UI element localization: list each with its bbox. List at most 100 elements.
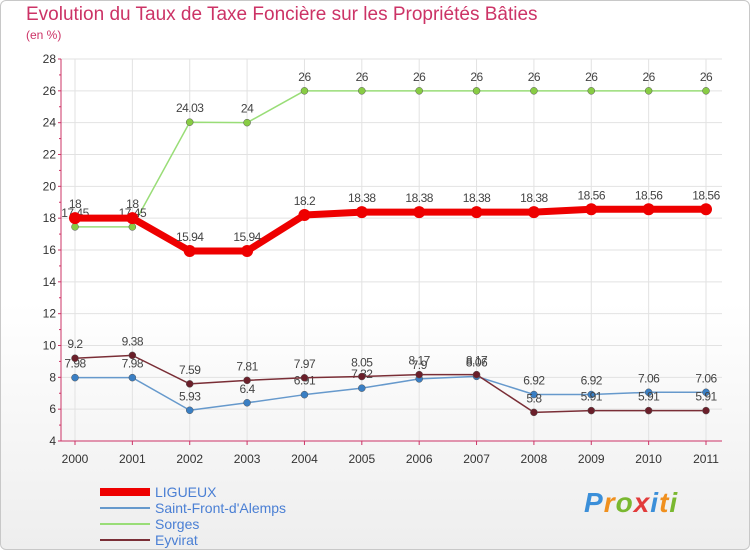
logo-letter: t <box>659 487 670 518</box>
data-point <box>126 212 139 225</box>
data-point <box>587 406 596 415</box>
data-point <box>185 118 194 126</box>
data-point <box>241 244 254 257</box>
data-point <box>71 354 79 362</box>
data-label: 5.93 <box>179 389 201 403</box>
data-label: 15.94 <box>176 230 204 244</box>
data-point <box>415 87 423 95</box>
data-label: 7.59 <box>179 363 201 377</box>
legend-swatch-sorges <box>100 523 150 525</box>
data-point <box>415 370 423 379</box>
data-label: 7.98 <box>64 357 86 371</box>
data-point <box>300 374 309 382</box>
legend-label-eyvirat: Eyvirat <box>155 532 198 548</box>
data-point <box>128 351 137 360</box>
data-label: 26 <box>413 70 426 84</box>
data-point <box>298 208 311 221</box>
y-tick-label: 16 <box>43 243 57 257</box>
data-label: 8.17 <box>466 354 488 368</box>
data-label: 9.38 <box>122 334 144 348</box>
data-label: 5.8 <box>526 391 542 405</box>
data-point <box>69 212 81 225</box>
x-tick-label: 2004 <box>291 452 318 466</box>
data-point <box>530 408 538 417</box>
data-point <box>700 203 712 216</box>
data-label: 18.56 <box>578 188 606 202</box>
data-label: 5.91 <box>638 390 660 404</box>
data-label: 18.56 <box>692 188 720 202</box>
data-label: 6.92 <box>581 374 603 388</box>
logo-letter: i <box>669 487 679 518</box>
data-label: 6.92 <box>523 374 545 388</box>
y-tick-label: 20 <box>43 179 57 193</box>
data-label: 24.03 <box>176 101 204 115</box>
logo-letter: P <box>584 487 604 518</box>
y-tick-label: 4 <box>49 434 56 448</box>
legend-swatch-eyvirat <box>100 539 150 541</box>
data-label: 26 <box>585 70 598 84</box>
data-label: 7.98 <box>122 357 144 371</box>
data-label: 26 <box>356 70 369 84</box>
data-label: 26 <box>642 70 655 84</box>
line-chart: 4 6 8 10 12 14 16 18 20 22 24 26 28 2000 2001 2002 2003 2… <box>43 52 722 466</box>
data-label: 18.38 <box>463 191 491 205</box>
data-label: 18.56 <box>635 188 663 202</box>
data-point <box>644 388 653 397</box>
y-tick-label: 22 <box>43 148 57 162</box>
data-point <box>300 390 309 399</box>
data-label: 26 <box>470 70 483 84</box>
data-label: 7.81 <box>236 359 258 373</box>
x-tick-label: 2007 <box>463 452 490 466</box>
logo-letter: o <box>615 487 634 518</box>
data-point <box>243 399 251 407</box>
data-label: 8.06 <box>466 355 488 369</box>
data-label: 15.94 <box>233 230 261 244</box>
data-point <box>587 87 596 95</box>
legend-swatch-saint-front <box>100 507 150 509</box>
legend-label-sorges: Sorges <box>155 516 200 532</box>
legend-label-ligueux: LIGUEUX <box>155 484 217 500</box>
data-point <box>587 390 596 399</box>
data-point <box>185 380 194 388</box>
y-tick-label: 8 <box>49 370 56 384</box>
data-label: 18.2 <box>294 194 316 208</box>
data-point <box>358 87 366 95</box>
data-label: 7.9 <box>412 358 428 372</box>
data-point <box>128 223 137 231</box>
y-tick-label: 28 <box>43 52 57 66</box>
data-point <box>702 388 710 397</box>
data-label: 26 <box>700 70 713 84</box>
y-tick-label: 10 <box>43 339 57 353</box>
data-label: 18.38 <box>405 191 433 205</box>
data-point <box>472 370 481 379</box>
y-tick-label: 6 <box>49 402 56 416</box>
x-tick-label: 2001 <box>119 452 146 466</box>
data-point <box>585 203 598 216</box>
x-tick-label: 2009 <box>578 452 605 466</box>
data-label: 18 <box>69 197 82 211</box>
logo-letter: r <box>603 487 616 518</box>
data-point <box>243 118 251 127</box>
data-label: 5.91 <box>695 390 717 404</box>
data-point <box>530 390 538 399</box>
legend-swatch-ligueux <box>100 488 150 496</box>
series-line-ligueux <box>75 205 706 255</box>
y-tick-label: 26 <box>43 84 57 98</box>
data-label: 26 <box>298 70 311 84</box>
x-tick-label: 2005 <box>348 452 375 466</box>
data-label: 7.97 <box>294 357 316 371</box>
unit-label: (en %) <box>26 28 62 42</box>
x-tick-label: 2006 <box>406 452 433 466</box>
data-point <box>644 406 653 415</box>
data-point <box>642 203 655 216</box>
data-point <box>702 406 710 415</box>
chart-title: Evolution du Taux de Taxe Foncière sur l… <box>26 4 538 25</box>
data-point <box>300 87 309 95</box>
y-tick-label: 18 <box>43 211 57 225</box>
data-point <box>128 373 137 382</box>
data-point <box>472 87 481 95</box>
x-tick-label: 2008 <box>521 452 548 466</box>
data-label: 7.06 <box>695 371 717 385</box>
data-label: 7.06 <box>638 371 660 385</box>
